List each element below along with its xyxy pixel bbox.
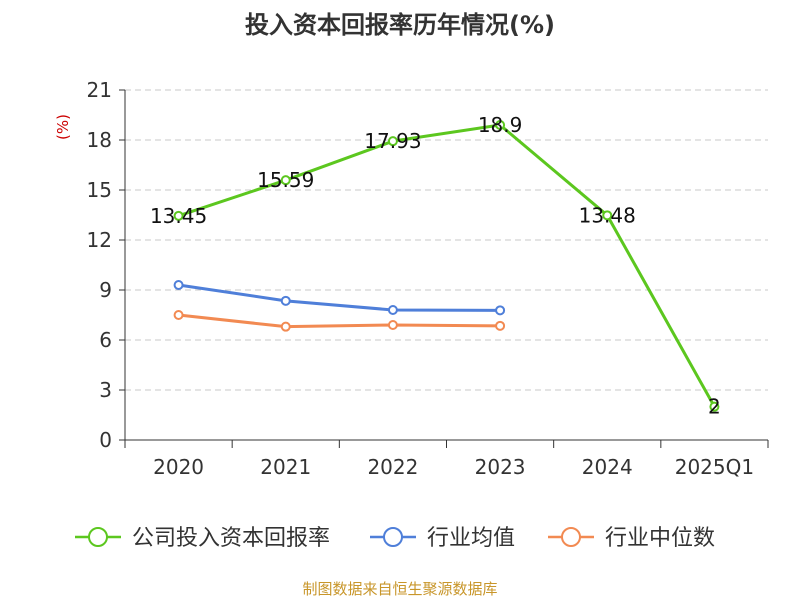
y-tick-label: 6 (99, 328, 112, 352)
data-point (280, 295, 291, 306)
x-tick-label: 2021 (260, 455, 311, 479)
legend-item-0[interactable]: 公司投入资本回报率 (75, 526, 330, 551)
data-point (387, 320, 398, 330)
data-label: 13.48 (579, 203, 636, 227)
data-point (709, 401, 720, 412)
data-label: 18.9 (478, 113, 523, 137)
y-axis-unit: (%) (54, 114, 72, 140)
legend-marker (383, 527, 403, 547)
y-tick-label: 15 (87, 178, 112, 202)
legend-label: 行业均值 (427, 526, 515, 551)
x-tick-label: 2020 (153, 455, 204, 479)
data-label: 2 (708, 395, 721, 419)
tick-labels: 0 3 6 9 12 15 18 21 2020 2021 2022 2023 2024 2025Q1 (87, 78, 755, 479)
source-note: 制图数据来自恒生聚源数据库 (302, 580, 497, 598)
data-labels: 13.45 15.59 17.93 18.9 13.48 2 (150, 113, 721, 419)
series-line-0 (178, 123, 716, 408)
data-point (387, 136, 398, 147)
legend-marker (88, 527, 108, 547)
y-tick-label: 12 (87, 228, 112, 252)
x-tick-label: 2022 (367, 455, 418, 479)
grid-lines (125, 89, 768, 391)
series-line-1 (178, 283, 501, 312)
data-point (602, 210, 613, 221)
data-point (280, 175, 291, 186)
legend-item-1[interactable]: 行业均值 (370, 526, 515, 551)
data-label: 13.45 (150, 204, 207, 228)
data-label: 17.93 (364, 129, 421, 153)
data-point (173, 210, 184, 221)
y-tick-label: 3 (99, 378, 112, 402)
legend[interactable]: 公司投入资本回报率 行业均值 行业中位数 (75, 526, 715, 551)
chart-title: 投入资本回报率历年情况(%) (245, 11, 555, 39)
legend-marker (561, 527, 581, 547)
data-point (387, 305, 398, 315)
legend-item-2[interactable]: 行业中位数 (548, 526, 715, 551)
y-tick-label: 18 (87, 128, 112, 152)
series-line-2 (178, 313, 501, 329)
y-tick-label: 21 (87, 78, 112, 102)
data-point (495, 320, 506, 331)
legend-label: 行业中位数 (605, 526, 715, 551)
data-point (280, 321, 291, 332)
data-point (173, 280, 184, 290)
y-tick-label: 9 (99, 278, 112, 302)
data-point (173, 310, 184, 320)
y-tick-label: 0 (99, 428, 112, 452)
data-label: 15.59 (257, 168, 314, 192)
legend-label: 公司投入资本回报率 (132, 526, 330, 551)
x-tick-label: 2024 (582, 455, 633, 479)
series-lines (173, 120, 720, 412)
x-tick-label: 2023 (475, 455, 526, 479)
data-point (495, 120, 506, 130)
x-tick-label: 2025Q1 (675, 455, 754, 479)
axes (119, 89, 769, 448)
data-point (495, 305, 506, 316)
